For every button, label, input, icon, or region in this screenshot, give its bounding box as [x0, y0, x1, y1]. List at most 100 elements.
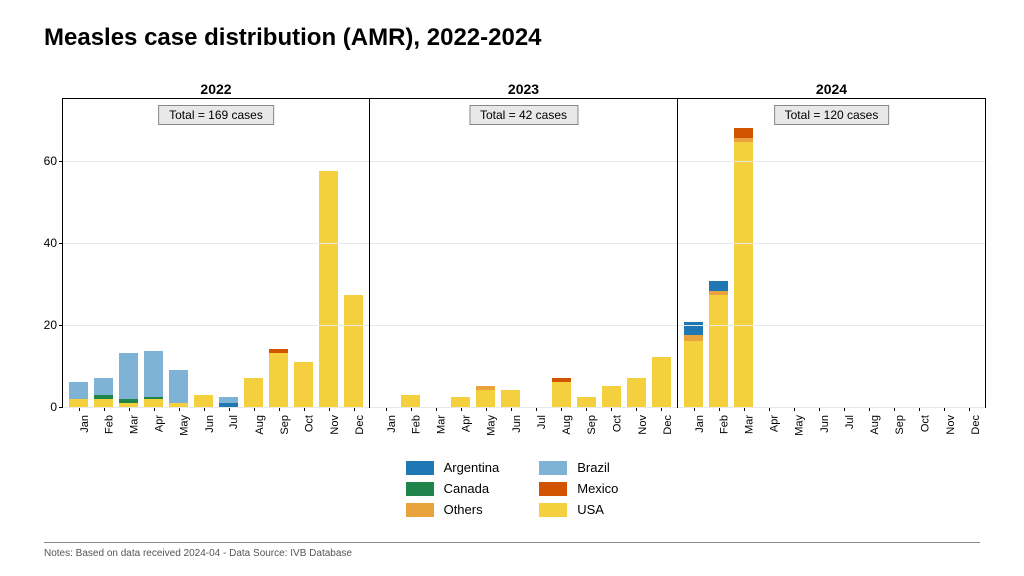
gridline — [370, 407, 677, 408]
bar-segment-usa — [451, 397, 470, 407]
legend-swatch — [539, 503, 567, 517]
gridline — [63, 325, 369, 326]
total-badge: Total = 169 cases — [158, 105, 274, 125]
bar-slot: Jun — [498, 99, 523, 407]
y-tick-label: 0 — [50, 400, 57, 414]
page-title: Measles case distribution (AMR), 2022-20… — [44, 24, 542, 52]
bars-2023: JanFebMarAprMayJunJulAugSepOctNovDec — [370, 99, 677, 407]
bar-segment-usa — [294, 362, 313, 407]
bar-slot: Dec — [957, 99, 982, 407]
legend-item-argentina: Argentina — [406, 460, 500, 475]
bar-segment-usa — [476, 390, 495, 407]
bar-segment-usa — [244, 378, 263, 407]
bar-segment-brazil — [94, 378, 113, 395]
bar-segment-brazil — [169, 370, 188, 403]
bar-segment-usa — [734, 142, 753, 407]
bar-segment-usa — [501, 390, 520, 407]
bar-segment-usa — [194, 395, 213, 407]
bar-segment-brazil — [119, 353, 138, 398]
bar-slot: Sep — [882, 99, 907, 407]
x-tick-label: Dec — [969, 415, 981, 435]
y-tick-label: 20 — [44, 318, 57, 332]
chart-area: 2022 Total = 169 cases JanFebMarAprMayJu… — [62, 78, 986, 408]
gridline — [678, 243, 985, 244]
total-badge: Total = 120 cases — [774, 105, 890, 125]
bars-2022: JanFebMarAprMayJunJulAugSepOctNovDec — [63, 99, 369, 407]
bar-segment-usa — [652, 357, 671, 407]
bar-slot: Feb — [91, 99, 116, 407]
x-tick-label: Mar — [744, 415, 756, 434]
panel-title: 2023 — [370, 81, 677, 97]
footnote-rule — [44, 542, 980, 543]
legend-swatch — [539, 461, 567, 475]
bar-slot: Oct — [907, 99, 932, 407]
legend-label: Canada — [444, 481, 490, 496]
gridline — [370, 325, 677, 326]
x-tick-label: Nov — [636, 415, 648, 435]
bar-slot: Oct — [599, 99, 624, 407]
x-tick-label: Jan — [79, 415, 91, 433]
bar-slot: Nov — [624, 99, 649, 407]
x-tick-label: Dec — [661, 415, 673, 435]
y-tick-mark — [59, 407, 63, 408]
bar-slot: Jan — [66, 99, 91, 407]
bar-segment-usa — [577, 397, 596, 407]
bar-segment-usa — [552, 382, 571, 407]
bar-segment-usa — [319, 171, 338, 407]
bar-segment-brazil — [144, 351, 163, 396]
bar-segment-usa — [684, 341, 703, 407]
panel-title: 2024 — [678, 81, 985, 97]
bar-slot: Dec — [649, 99, 674, 407]
y-tick-mark — [59, 243, 63, 244]
legend-swatch — [406, 461, 434, 475]
bar-slot: Nov — [316, 99, 341, 407]
total-badge: Total = 42 cases — [469, 105, 578, 125]
x-tick-label: Aug — [253, 415, 265, 435]
bar-segment-usa — [69, 399, 88, 407]
legend-item-mexico: Mexico — [539, 481, 618, 496]
legend-label: Argentina — [444, 460, 500, 475]
bar-segment-mexico — [734, 128, 753, 138]
panel-2022: 2022 Total = 169 cases JanFebMarAprMayJu… — [62, 98, 370, 408]
x-tick-label: May — [486, 415, 498, 436]
legend-column: BrazilMexicoUSA — [539, 460, 618, 517]
x-tick-label: Jan — [386, 415, 398, 433]
x-tick-label: Oct — [611, 415, 623, 432]
bar-slot: May — [473, 99, 498, 407]
y-tick-mark — [59, 325, 63, 326]
gridline — [678, 161, 985, 162]
bar-slot: Mar — [731, 99, 756, 407]
x-tick-label: Feb — [719, 415, 731, 434]
x-tick-label: Mar — [128, 415, 140, 434]
x-tick-label: Jul — [536, 415, 548, 429]
bar-slot: Sep — [266, 99, 291, 407]
x-tick-label: Dec — [354, 415, 366, 435]
bar-segment-usa — [94, 399, 113, 407]
x-tick-label: May — [179, 415, 191, 436]
gridline — [63, 243, 369, 244]
bar-slot: Feb — [398, 99, 423, 407]
x-tick-label: Jan — [694, 415, 706, 433]
bar-slot: Mar — [116, 99, 141, 407]
bar-slot: Aug — [857, 99, 882, 407]
panel-2023: 2023 Total = 42 cases JanFebMarAprMayJun… — [370, 98, 678, 408]
x-tick-label: Oct — [304, 415, 316, 432]
bar-segment-argentina — [709, 281, 728, 291]
legend-label: Mexico — [577, 481, 618, 496]
legend-swatch — [406, 482, 434, 496]
bar-slot: Apr — [756, 99, 781, 407]
x-tick-label: Jun — [819, 415, 831, 433]
panel-title: 2022 — [63, 81, 369, 97]
bar-segment-usa — [627, 378, 646, 407]
bar-slot: Oct — [291, 99, 316, 407]
x-tick-label: Apr — [461, 415, 473, 432]
legend-column: ArgentinaCanadaOthers — [406, 460, 500, 517]
bar-slot: Apr — [448, 99, 473, 407]
bar-slot: Jun — [806, 99, 831, 407]
bar-slot: May — [166, 99, 191, 407]
bar-slot: Dec — [341, 99, 366, 407]
legend-swatch — [539, 482, 567, 496]
bar-segment-usa — [344, 295, 363, 407]
x-tick-label: Apr — [154, 415, 166, 432]
gridline — [370, 161, 677, 162]
